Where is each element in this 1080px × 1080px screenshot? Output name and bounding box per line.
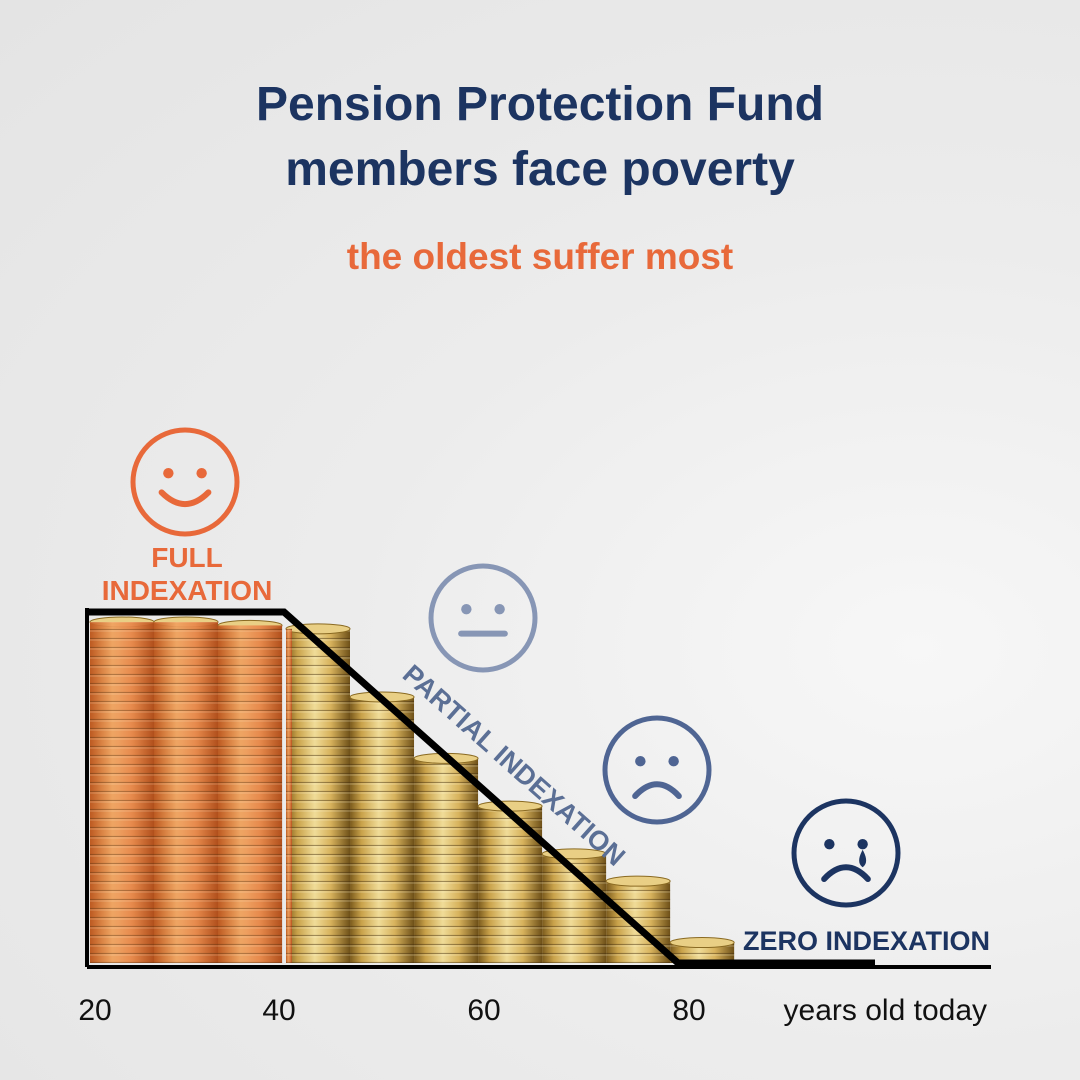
coin-stack-ridges xyxy=(286,628,350,963)
full-indexation-label: INDEXATION xyxy=(102,575,273,606)
face-icons xyxy=(130,427,901,908)
coin-stack-highlight-ridges xyxy=(286,628,292,963)
x-tick-label: 80 xyxy=(672,994,705,1027)
indexation-line xyxy=(87,608,875,967)
coin-stack xyxy=(669,937,735,963)
coin-stack xyxy=(153,616,219,963)
coin-stacks xyxy=(89,616,735,963)
x-axis-label: years old today xyxy=(784,994,987,1027)
x-tick-label: 20 xyxy=(78,994,111,1027)
neutral-face-icon xyxy=(428,563,538,673)
coin-stack-highlight-ridges xyxy=(90,622,154,963)
indexation-line-group xyxy=(85,608,991,969)
zero-indexation-label: ZERO INDEXATION xyxy=(743,926,990,956)
coin-stack xyxy=(605,875,671,963)
coin-stack xyxy=(413,752,479,963)
coin-stack-highlight-ridges xyxy=(218,625,283,963)
coin-stack xyxy=(217,619,283,963)
coin-stack-highlight-ridges xyxy=(154,622,219,963)
coin-stack-ridges xyxy=(670,942,735,963)
coin-stack-top xyxy=(669,937,735,949)
coin-stack-ridges xyxy=(350,697,415,963)
sad-face-icon xyxy=(602,715,712,825)
full-indexation-label: FULL xyxy=(151,542,223,573)
crying-face-icon xyxy=(791,798,901,908)
chart-subtitle: the oldest suffer most xyxy=(346,236,734,277)
coin-stack xyxy=(349,691,415,963)
chart-title: Pension Protection Fund members face pov… xyxy=(0,72,1080,202)
title-line-1: Pension Protection Fund xyxy=(255,78,824,131)
x-tick-label: 60 xyxy=(467,994,500,1027)
coin-stack xyxy=(477,800,543,963)
coin-stack xyxy=(285,623,351,963)
x-axis: 20 40 60 80 years old today xyxy=(78,994,987,1027)
coin-stack xyxy=(89,616,155,963)
title-line-2: members face poverty xyxy=(285,143,795,196)
x-tick-label: 40 xyxy=(262,994,295,1027)
happy-face-icon xyxy=(130,427,240,537)
coin-stack-top xyxy=(605,875,671,887)
coin-stack-ridges xyxy=(414,758,479,963)
